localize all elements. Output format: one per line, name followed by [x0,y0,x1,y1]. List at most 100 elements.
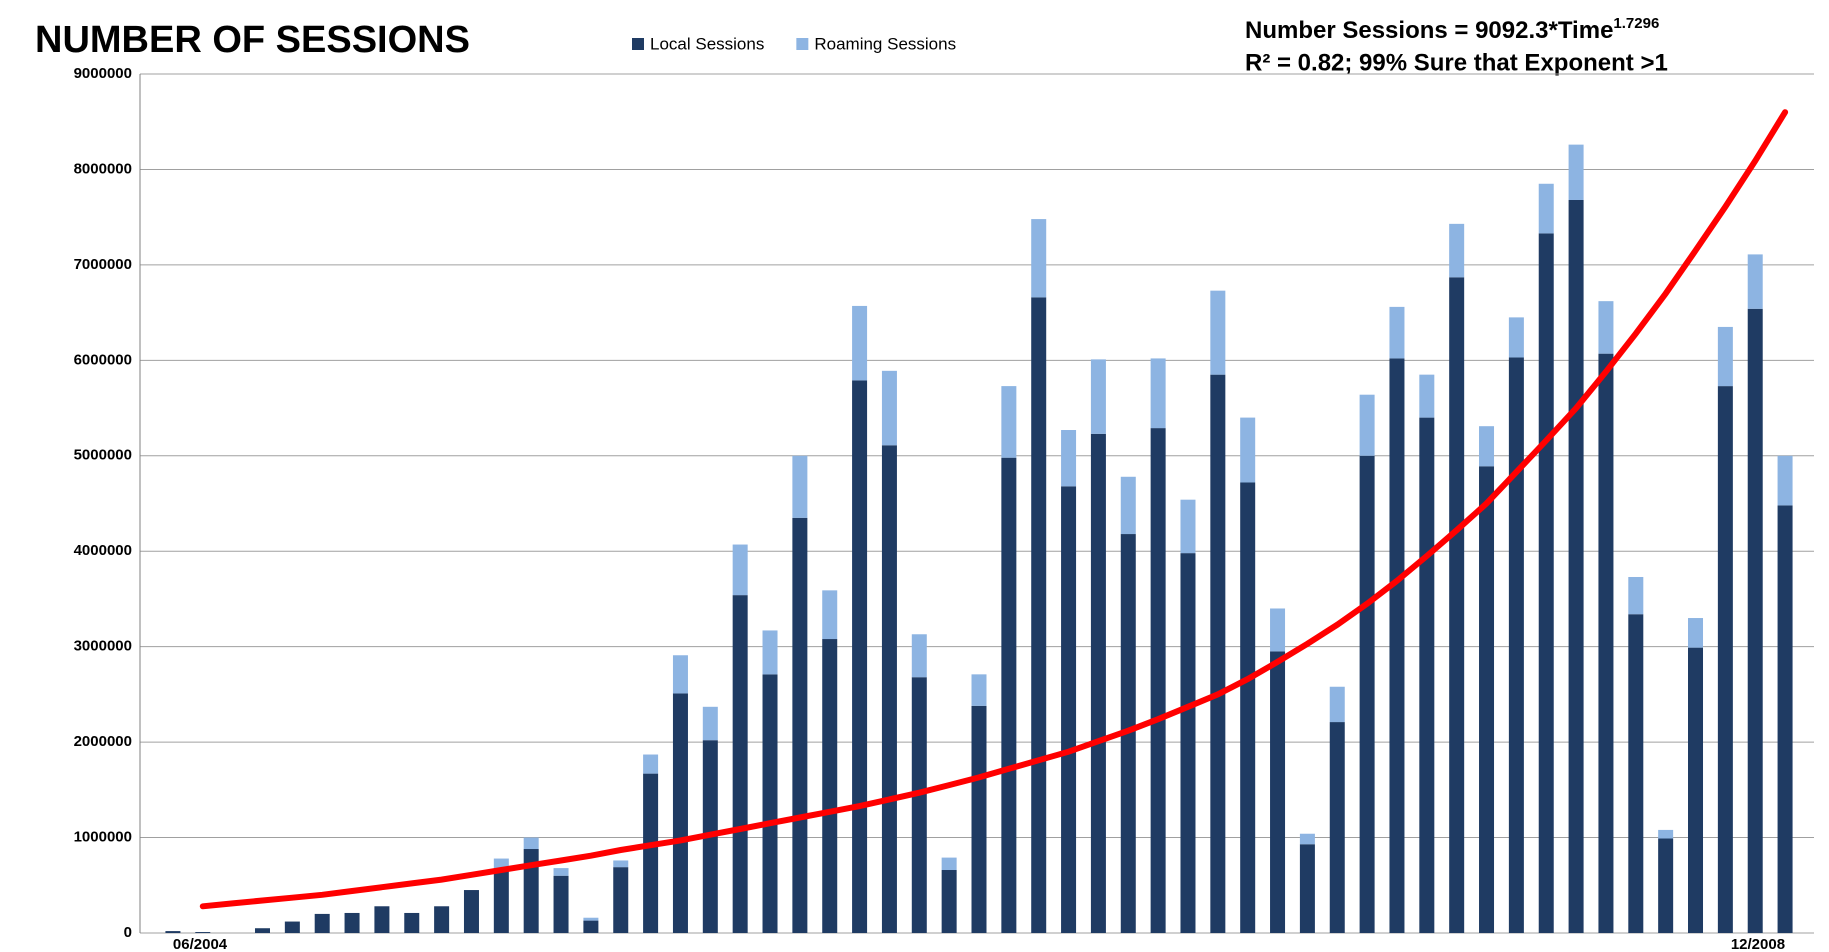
bar-segment [911,634,927,678]
bar-segment [881,370,897,446]
bar-segment [1329,686,1345,723]
x-tick-label: 06/2004 [173,936,228,952]
bar-segment [1389,306,1405,359]
bar-segment [941,870,957,933]
bar-segment [463,890,479,933]
bar-segment [822,639,838,933]
bar-segment [1538,183,1554,234]
bar-segment [434,906,450,933]
bar-segment [852,305,868,381]
bar-segment [404,912,420,933]
legend-swatch [632,38,644,50]
bar-segment [672,655,688,694]
bar-segment [1090,359,1106,434]
y-tick-label: 7000000 [74,256,132,273]
bar-segment [1568,144,1584,200]
bar-segment [1598,301,1614,354]
bar-segment [1150,358,1166,429]
trend-line [199,109,1789,910]
bar-segment [523,849,539,933]
bar-segment [643,754,659,774]
bar-segment [1270,608,1286,652]
bar-segment [1299,833,1315,845]
bar-segment [1658,838,1674,933]
bar-segment [1061,430,1077,487]
bar-segment [911,677,927,933]
bar-segment [493,870,509,933]
bar-segment [792,455,808,518]
bar-segment [1150,428,1166,933]
bar-segment [1568,199,1584,933]
bar-segment [881,445,897,933]
bar-segment [1061,486,1077,933]
bar-segment [672,693,688,933]
bar-segment [344,912,360,933]
y-tick-label: 2000000 [74,733,132,750]
bar-segment [613,860,629,868]
bar-segment [1688,618,1704,648]
annotation-text: Number Sessions = 9092.3*Time [1245,17,1613,44]
bar-segment [1210,374,1226,933]
x-tick-label: 12/2008 [1731,936,1785,952]
bar-segment [1538,233,1554,934]
bar-segment [702,706,718,741]
bar-segment [1001,457,1017,933]
bar-segment [1777,455,1793,506]
bar-segment [1628,614,1644,933]
bar-segment [1180,553,1196,933]
bar-segment [1120,476,1136,535]
bar-segment [1329,722,1345,933]
y-tick-label: 9000000 [74,65,132,82]
bar-segment [165,931,181,933]
bar-segment [852,380,868,933]
bar-segment [1508,317,1524,358]
y-tick-label: 3000000 [74,638,132,655]
bar-segment [1299,844,1315,933]
y-tick-label: 1000000 [74,829,132,846]
y-tick-label: 8000000 [74,160,132,177]
bar-segment [1090,433,1106,933]
bar-segment [762,630,778,675]
bar-segment [1240,417,1256,483]
bar-segment [583,917,599,921]
bar-segment [1479,426,1495,467]
bar-segment [1688,647,1704,933]
bar-segment [1001,386,1017,458]
chart-title: NUMBER OF SESSIONS [35,19,470,61]
bar-segment [1717,386,1733,933]
bar-segment [583,920,599,933]
bar-segment [762,674,778,933]
bar-segment [314,913,330,933]
bar-segment [1210,290,1226,375]
legend-swatch [796,38,809,50]
bar-segment [1031,219,1047,298]
bar-segment [941,857,957,871]
bar-segment [1628,576,1644,615]
bar-segment [1180,499,1196,554]
annotation-exponent: 1.7296 [1613,15,1659,32]
bar-segment [792,517,808,933]
annotation: R² = 0.82; 99% Sure that Exponent >1 [1245,49,1668,76]
bar-segment [1270,651,1286,933]
bar-segment [1777,505,1793,933]
bar-segment [1389,358,1405,933]
bar-segment [1747,254,1763,309]
bar-segment [1240,482,1256,933]
bar-segment [1717,326,1733,387]
bar-segment [1508,357,1524,934]
bar-segment [553,868,569,876]
bar-segment [1419,417,1435,934]
bar-segment [643,773,659,933]
bar-segment [1359,394,1375,456]
bar-segment [374,906,390,933]
bar-segment [195,932,211,933]
y-tick-label: 5000000 [74,447,132,464]
bar-segment [284,921,300,933]
bar-segment [971,674,987,706]
bar-segment [1419,374,1435,418]
bar-segment [523,837,539,850]
bar-segment [971,705,987,933]
bar-segment [1359,455,1375,933]
bar-segment [613,867,629,933]
